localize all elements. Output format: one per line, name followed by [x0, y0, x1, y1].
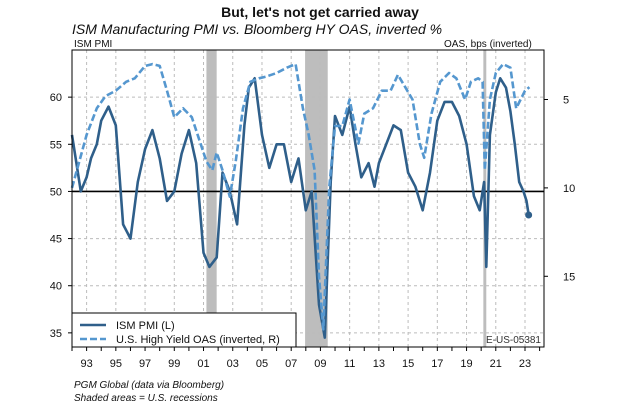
- right-tick-label-15: 15: [563, 271, 575, 283]
- left-tick-label-50: 50: [50, 186, 62, 198]
- chart-title: But, let's not get carried away: [221, 4, 419, 20]
- right-tick-label-10: 10: [563, 183, 575, 195]
- left-tick-label-35: 35: [50, 328, 62, 340]
- gridlines: [72, 50, 544, 347]
- left-tick-label-60: 60: [50, 92, 62, 104]
- left-axis-label: ISM PMI: [74, 39, 113, 50]
- recession-note: Shaded areas = U.S. recessions: [74, 393, 218, 404]
- x-tick-label-05: 05: [256, 358, 268, 370]
- legend-label-oas: U.S. High Yield OAS (inverted, R): [116, 334, 280, 346]
- series-line-ism-pmi: [70, 77, 530, 339]
- x-tick-label-03: 03: [227, 358, 239, 370]
- x-tick-label-97: 97: [139, 358, 151, 370]
- x-tick-label-19: 19: [460, 358, 472, 370]
- right-axis-label: OAS, bps (inverted): [444, 39, 532, 50]
- x-tick-label-23: 23: [519, 358, 531, 370]
- legend-box: [71, 312, 297, 348]
- x-tick-label-15: 15: [402, 358, 414, 370]
- chart-code-label: E-US-05381: [486, 335, 541, 346]
- source-note: PGM Global (data via Bloomberg): [74, 380, 225, 391]
- recession-band-0: [206, 50, 217, 347]
- left-tick-label-55: 55: [50, 139, 62, 151]
- x-tick-label-21: 21: [490, 358, 502, 370]
- x-tick-label-17: 17: [431, 358, 443, 370]
- ism-pmi-end-marker: [525, 211, 533, 219]
- left-tick-label-45: 45: [50, 234, 62, 246]
- series-line-hy-oas: [70, 62, 531, 331]
- legend: ISM PMI (L) U.S. High Yield OAS (inverte…: [71, 312, 297, 348]
- chart-subtitle: ISM Manufacturing PMI vs. Bloomberg HY O…: [72, 21, 443, 37]
- x-tick-label-01: 01: [197, 358, 209, 370]
- x-tick-label-93: 93: [80, 358, 92, 370]
- x-tick-label-95: 95: [110, 358, 122, 370]
- x-tick-label-07: 07: [285, 358, 297, 370]
- x-tick-label-13: 13: [373, 358, 385, 370]
- axis-ticks: 35 40 45 50 55 60 5 10 15 93 95 97 99 01 03 05 07 09 11 13 1…: [50, 92, 576, 370]
- x-tick-label-99: 99: [168, 358, 180, 370]
- right-tick-label-5: 5: [563, 95, 569, 107]
- legend-label-pmi: ISM PMI (L): [116, 320, 175, 332]
- x-tick-label-11: 11: [344, 358, 355, 370]
- series-lines: [70, 62, 533, 339]
- plot-frame: [71, 49, 545, 348]
- x-tick-label-09: 09: [314, 358, 326, 370]
- left-tick-label-40: 40: [50, 281, 62, 293]
